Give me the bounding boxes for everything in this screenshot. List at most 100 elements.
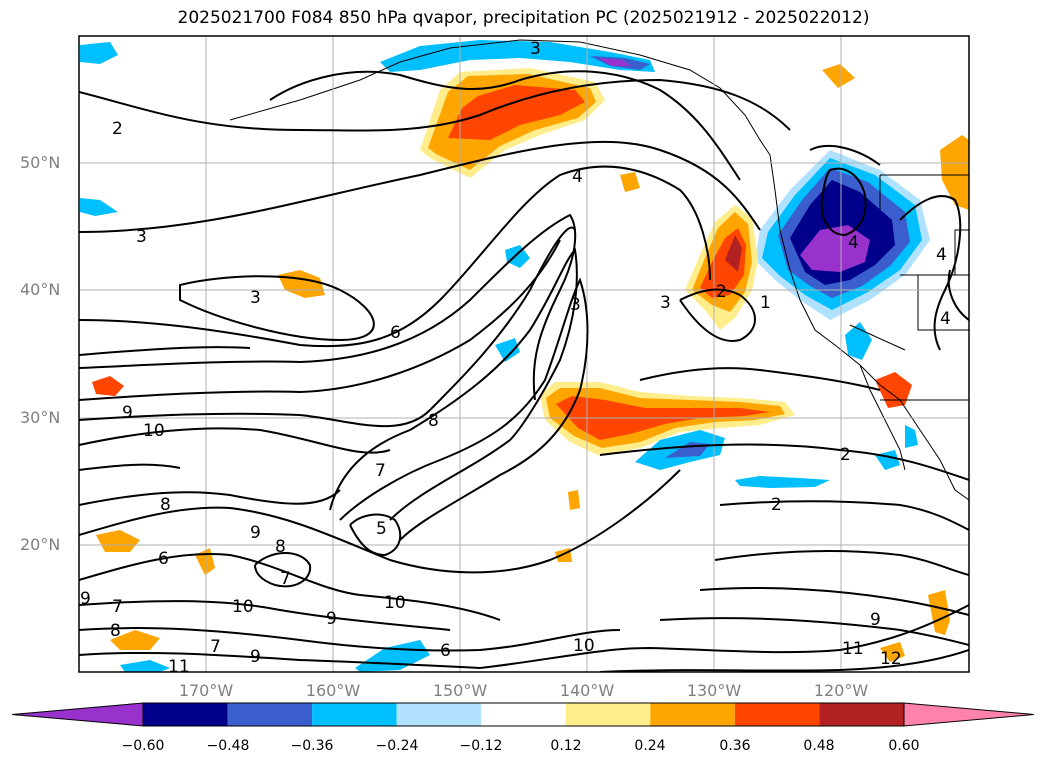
contour-9-southeast-2: [699, 587, 969, 616]
contour-5-loop: [349, 513, 402, 557]
colorbar-extend-high: [903, 702, 1035, 727]
contour-label: 9: [122, 403, 133, 423]
contour-label: 9: [870, 610, 881, 630]
contour-10-southeast: [659, 617, 969, 646]
lat-label-30n: 30°N: [20, 408, 61, 427]
contour-4-loop: [820, 167, 867, 237]
contour-label: 6: [158, 549, 169, 569]
precip-negative-area-mid-pacific-small: [495, 338, 520, 362]
contour-8-center: [339, 277, 589, 541]
contour-label: 4: [936, 245, 947, 265]
colorbar-segment: [312, 703, 397, 726]
colorbar-tick: −0.36: [290, 738, 334, 754]
contour-9-south: [79, 600, 451, 631]
state-border-3: [917, 275, 969, 331]
precip-positive-area-small-22n: [568, 490, 580, 510]
colorbar-segment: [819, 703, 904, 726]
colorbar-segment: [650, 703, 735, 726]
precip-negative-area-southwest: [120, 660, 170, 672]
alaska-coastline: [229, 39, 771, 156]
precip-strong-negative-area-alaska-coast: [598, 58, 632, 66]
contour-label: 10: [384, 593, 406, 613]
lon-label-150w: 150°W: [432, 681, 488, 700]
contour-11-east: [599, 649, 969, 672]
contour-10-south: [79, 553, 501, 621]
contour-label: 5: [376, 519, 387, 539]
colorbar-tick: 0.36: [719, 738, 751, 754]
colorbar-tick: −0.24: [375, 738, 419, 754]
lon-label-120w: 120°W: [813, 681, 869, 700]
contour-label: 2: [771, 495, 782, 515]
precip-positive-area-southeast-small: [880, 642, 905, 662]
contour-label: 10: [143, 421, 165, 441]
lon-label-130w: 130°W: [686, 681, 742, 700]
colorbar-tick: 0.48: [803, 738, 835, 754]
contour-3-north: [79, 140, 761, 233]
contour-9-west: [79, 346, 251, 356]
qvapor-contours: [79, 70, 969, 672]
contour-label: 4: [940, 309, 951, 329]
contour-label: 8: [428, 411, 439, 431]
colorbar-tick: 0.24: [634, 738, 666, 754]
precip-strongest-area-offshore-130w: [725, 235, 742, 272]
contour-label: 9: [80, 589, 91, 609]
lat-label-20n: 20°N: [20, 535, 61, 554]
contour-label: 6: [390, 323, 401, 343]
contour-3-alaska: [79, 78, 791, 132]
lat-label-40n: 40°N: [20, 280, 61, 299]
contour-label: 2: [840, 445, 851, 465]
contour-2-south: [719, 500, 969, 531]
contour-label: 9: [326, 609, 337, 629]
contour-2-north-band: [639, 367, 881, 391]
colorbar-segment: [481, 703, 566, 726]
contour-label: 9: [250, 647, 261, 667]
contour-label: 3: [136, 227, 147, 247]
plot-frame: [78, 35, 970, 673]
colorbar-tick: −0.48: [206, 738, 250, 754]
colorbar-segment: [227, 703, 313, 726]
contour-6: [79, 213, 577, 401]
colorbar-extend-low: [11, 702, 144, 727]
lon-label-170w: 170°W: [178, 681, 234, 700]
contour-label: 3: [660, 293, 671, 313]
precip-negative-area-western-edge: [80, 198, 118, 216]
lon-label-160w: 160°W: [305, 681, 361, 700]
contour-label: 10: [573, 636, 595, 656]
precip-positive-area-small-north: [620, 172, 640, 192]
precip-strong-area-gulf-alaska: [448, 85, 585, 140]
plot-area: [79, 36, 969, 672]
contour-8-west: [79, 489, 341, 506]
contour-label: 1: [760, 293, 771, 313]
precip-positive-area-southern-california: [875, 372, 912, 408]
contour-4: [79, 165, 711, 348]
contour-8: [79, 226, 576, 428]
contour-6-south: [79, 651, 481, 669]
contour-label: 8: [160, 495, 171, 515]
contour-7-loop: [254, 552, 312, 588]
colorbar-tick: 0.12: [550, 738, 582, 754]
contour-7-center: [329, 247, 578, 521]
contour-4-bc: [809, 145, 881, 166]
contour-label: 10: [232, 597, 254, 617]
contour-label: 3: [250, 288, 261, 308]
contour-3-gulf: [269, 70, 741, 181]
colorbar-segment: [565, 703, 651, 726]
contour-label: 9: [250, 523, 261, 543]
contour-9-southeast: [714, 549, 969, 576]
contour-label: 8: [110, 621, 121, 641]
contour-4-east-edge: [947, 269, 969, 321]
contour-4-east: [899, 195, 962, 351]
map-title: 2025021700 F084 850 hPa qvapor, precipit…: [177, 8, 870, 28]
contour-label: 4: [572, 167, 583, 187]
lon-label-140w: 140°W: [559, 681, 615, 700]
contour-label: 7: [280, 569, 291, 589]
precip-negative-area-baja: [905, 425, 918, 448]
contour-10-north: [79, 427, 391, 454]
precip-negative-area-northwest-corner: [80, 42, 118, 64]
contour-9: [79, 469, 681, 574]
precip-positive-area-southwest: [110, 630, 160, 650]
contour-3-offshore: [679, 288, 756, 342]
contour-label: 11: [168, 657, 190, 677]
contour-label: 8: [275, 537, 286, 557]
